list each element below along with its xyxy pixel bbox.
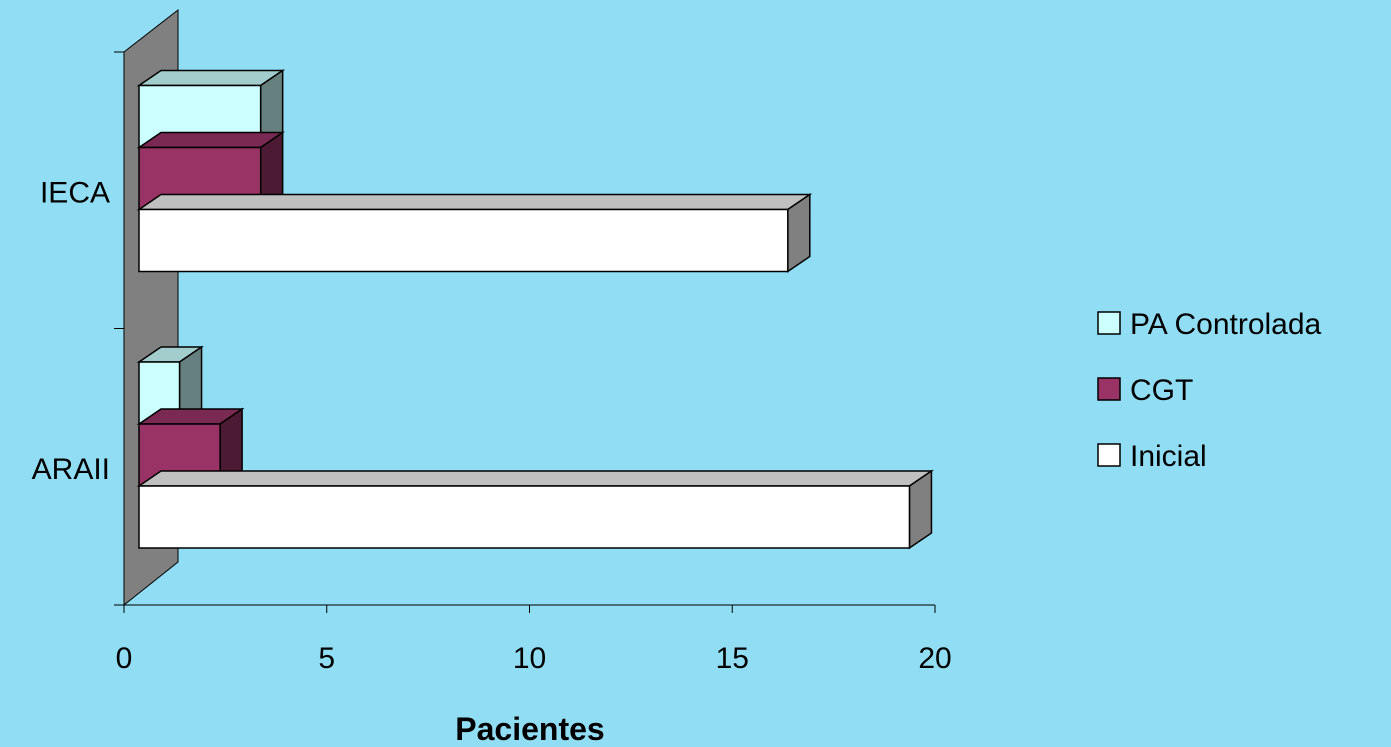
bar-top-face [136,131,286,149]
legend: PA Controlada CGT Inicial [1097,308,1322,473]
x-tick-label: 5 [318,642,335,675]
axis-ticks [114,51,936,613]
bar-top-face [136,193,813,211]
category-labels: IECA ARAII [32,176,110,486]
bar-cgt-araii [136,407,245,488]
bar-inicial-ieca [136,193,813,273]
legend-label: CGT [1130,374,1193,407]
x-tick-label: 10 [513,642,546,675]
legend-swatch [1097,377,1121,401]
bar-top-face [136,69,286,87]
legend-label: Inicial [1130,440,1207,473]
x-tick-label: 20 [918,642,951,675]
bar-front-face [138,485,911,549]
x-tick-labels: 0 5 10 15 20 [116,642,952,675]
x-tick-label: 15 [716,642,749,675]
legend-swatch [1097,311,1121,335]
bar-inicial-araii [136,469,934,550]
category-label: IECA [40,176,110,209]
legend-item: CGT [1097,374,1193,407]
bars [136,69,934,550]
legend-item: Inicial [1097,440,1207,473]
legend-item: PA Controlada [1097,308,1322,341]
bar-front-face [138,208,789,273]
x-axis-title: Pacientes [455,711,604,747]
legend-label: PA Controlada [1130,308,1322,341]
x-tick-label: 0 [116,642,133,675]
category-label: ARAII [32,453,110,486]
legend-swatch [1097,443,1121,467]
bar-top-face [136,470,934,487]
